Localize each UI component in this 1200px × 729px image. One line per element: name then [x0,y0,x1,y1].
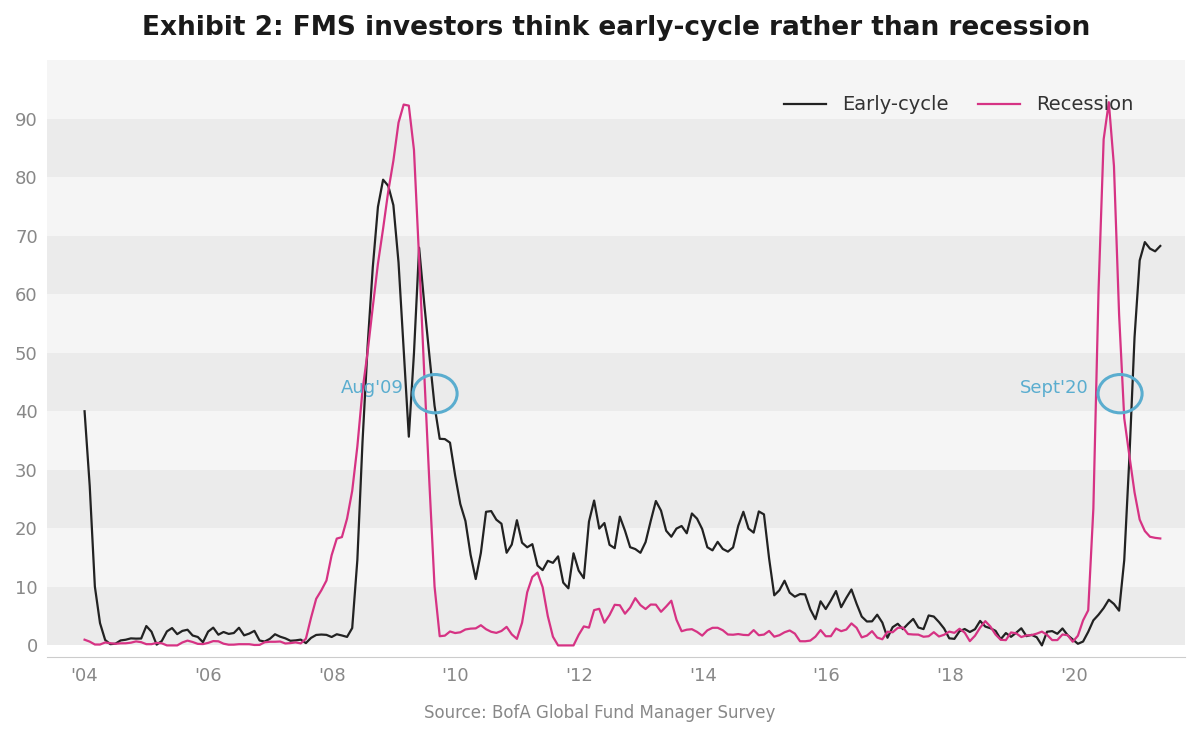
Recession [308,594,323,603]
Line: Recession: Recession [84,102,1160,645]
Title: Exhibit 2: FMS investors think early-cycle rather than recession: Exhibit 2: FMS investors think early-cyc… [142,15,1091,41]
Bar [48,587,1186,645]
Bar [48,411,1186,469]
Bar [48,295,1186,353]
Bar [48,529,1186,587]
Early-cycle [88,582,102,591]
Early-cycle [1034,641,1049,650]
Early-cycle [1050,629,1064,638]
Early-cycle [304,634,318,642]
Early-cycle [77,407,91,416]
Early-cycle [983,624,997,633]
Bar [48,177,1186,235]
Recession [1102,98,1116,106]
Early-cycle [376,175,390,184]
Recession [1045,636,1060,644]
Legend: Early-cycle, Recession: Early-cycle, Recession [776,87,1141,122]
Bar [48,60,1186,119]
Text: Aug'09: Aug'09 [341,379,404,397]
Recession [164,641,179,650]
Early-cycle [1153,241,1168,250]
Text: Source: BofA Global Fund Manager Survey: Source: BofA Global Fund Manager Survey [425,704,775,722]
Recession [1153,534,1168,543]
Recession [77,635,91,644]
Bar [48,235,1186,295]
Recession [618,609,632,618]
Early-cycle [618,526,632,535]
Early-cycle [592,524,606,533]
Recession [983,622,997,631]
Bar [48,469,1186,529]
Bar [48,119,1186,177]
Recession [88,640,102,649]
Bar [48,353,1186,411]
Recession [592,604,606,613]
Line: Early-cycle: Early-cycle [84,179,1160,645]
Text: Sept'20: Sept'20 [1020,379,1088,397]
